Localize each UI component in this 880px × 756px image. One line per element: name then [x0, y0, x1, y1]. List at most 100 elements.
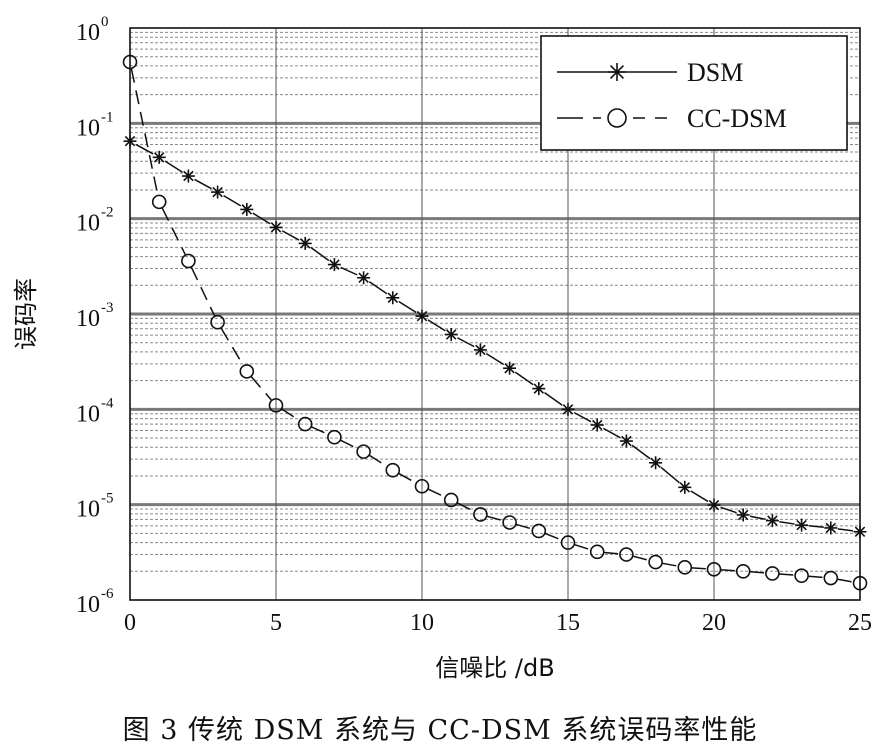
series-segment — [190, 266, 216, 317]
series-segment — [130, 68, 159, 196]
data-point — [531, 523, 547, 539]
data-point — [824, 521, 838, 535]
series-segment — [750, 571, 766, 574]
series-segment — [398, 300, 417, 314]
legend-box — [540, 35, 848, 151]
data-point — [210, 314, 225, 330]
data-point — [795, 518, 809, 532]
y-tick-label: 10 -5 — [76, 491, 114, 523]
y-tick-exponent: -1 — [101, 109, 114, 125]
y-tick-exponent: -4 — [101, 395, 114, 411]
data-point — [327, 258, 341, 272]
y-tick-exponent: -6 — [101, 586, 114, 602]
data-point — [707, 498, 721, 512]
series-segment — [164, 160, 183, 173]
y-tick-base: 10 — [76, 592, 100, 618]
series-segment — [690, 490, 709, 503]
y-tick-base: 10 — [76, 401, 100, 427]
data-point — [532, 382, 546, 396]
series-segment — [632, 555, 650, 562]
y-tick-exponent: -3 — [101, 300, 114, 316]
series-segment — [749, 515, 766, 521]
legend: DSM CC-DSM — [540, 35, 848, 151]
data-point — [327, 429, 342, 445]
series-segment — [604, 551, 620, 555]
y-tick-base: 10 — [76, 115, 100, 141]
data-point — [794, 568, 809, 583]
x-tick-label: 10 — [410, 610, 434, 636]
data-point — [503, 361, 517, 375]
series-segment — [427, 319, 446, 332]
y-tick-exponent: -2 — [101, 205, 114, 221]
x-tick-label: 25 — [848, 610, 872, 636]
y-tick-exponent: -5 — [101, 491, 114, 507]
data-point — [619, 434, 633, 448]
legend-label: CC-DSM — [687, 104, 787, 133]
series-segment — [631, 444, 651, 460]
data-point — [852, 575, 868, 591]
data-point — [181, 253, 196, 269]
series-segment — [691, 567, 708, 570]
data-point — [356, 444, 371, 459]
series-segment — [311, 426, 329, 436]
x-tick-label: 5 — [270, 610, 282, 636]
x-tick-label: 15 — [556, 610, 580, 636]
data-point — [211, 185, 225, 199]
series-segment — [340, 266, 358, 276]
series-segment — [516, 523, 533, 530]
data-point — [151, 194, 167, 210]
y-tick-base: 10 — [76, 20, 100, 46]
data-point — [765, 566, 780, 581]
data-point — [677, 560, 693, 575]
data-point — [648, 554, 663, 570]
series — [122, 54, 868, 591]
data-point — [298, 236, 312, 250]
data-point — [297, 416, 313, 432]
series-segment — [368, 281, 388, 295]
data-point — [590, 418, 604, 432]
y-tick-label: 10 0 — [76, 14, 109, 46]
x-axis-label: 信噪比 /dB — [435, 654, 554, 682]
series-dsm — [123, 134, 867, 539]
series-segment — [486, 515, 504, 522]
data-point — [123, 134, 137, 148]
y-tick-base: 10 — [76, 306, 100, 332]
data-point — [560, 535, 576, 550]
series-segment — [544, 392, 563, 406]
series-cc-dsm — [122, 54, 868, 591]
series-segment — [779, 520, 795, 525]
series-segment — [779, 573, 795, 576]
data-point — [444, 327, 458, 341]
series-segment — [720, 569, 737, 572]
x-tick-label: 0 — [124, 610, 136, 636]
series-segment — [281, 408, 300, 421]
series-segment — [161, 207, 186, 256]
y-tick-base: 10 — [76, 497, 100, 523]
grid — [130, 28, 860, 600]
series-segment — [837, 578, 854, 583]
data-point — [181, 169, 195, 183]
y-tick-base: 10 — [76, 211, 100, 237]
x-tick-label: 20 — [702, 610, 726, 636]
y-tick-exponent: 0 — [101, 14, 109, 30]
data-point — [414, 478, 430, 494]
legend-marker — [608, 63, 626, 81]
series-segment — [220, 327, 244, 366]
data-point — [269, 220, 283, 234]
data-point — [853, 525, 867, 539]
y-axis-label: 误码率 — [12, 278, 40, 350]
series-segment — [223, 195, 242, 207]
data-point — [385, 462, 401, 478]
data-point — [823, 570, 839, 586]
series-segment — [135, 143, 154, 155]
y-tick-label: 10 -3 — [76, 300, 114, 332]
y-tick-label: 10 -1 — [76, 109, 114, 141]
data-point — [765, 514, 779, 528]
series-segment — [602, 427, 621, 439]
legend-marker — [607, 108, 627, 128]
figure-caption: 图 3 传统 DSM 系统与 CC-DSM 系统误码率性能 — [122, 715, 758, 746]
series-segment — [660, 466, 680, 484]
series-segment — [808, 575, 824, 579]
